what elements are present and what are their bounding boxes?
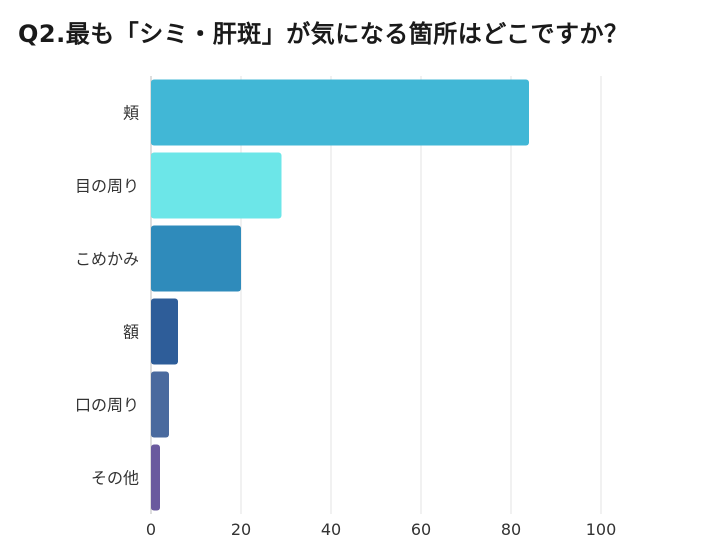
x-tick-label: 20 bbox=[231, 520, 251, 539]
x-tick-label: 0 bbox=[146, 520, 156, 539]
chart-title: Q2.最も「シミ・肝斑」が気になる箇所はどこですか？ bbox=[18, 20, 629, 48]
bar bbox=[151, 298, 178, 365]
category-label: 目の周り bbox=[75, 177, 139, 196]
bar bbox=[151, 79, 529, 146]
bar bbox=[151, 225, 241, 292]
bars bbox=[151, 79, 529, 511]
category-label: 頬 bbox=[123, 104, 139, 123]
x-tick-labels: 0 20 40 60 80 100 bbox=[146, 520, 616, 539]
x-tick-label: 60 bbox=[411, 520, 431, 539]
bar bbox=[151, 444, 160, 511]
category-label: こめかみ bbox=[75, 250, 139, 269]
category-label: その他 bbox=[91, 469, 139, 488]
category-label: 額 bbox=[123, 323, 139, 342]
x-tick-label: 40 bbox=[321, 520, 341, 539]
x-tick-label: 80 bbox=[501, 520, 521, 539]
bar bbox=[151, 152, 282, 219]
category-label: 口の周り bbox=[75, 396, 139, 415]
bar bbox=[151, 371, 169, 438]
x-tick-label: 100 bbox=[586, 520, 617, 539]
gridlines bbox=[150, 76, 602, 514]
